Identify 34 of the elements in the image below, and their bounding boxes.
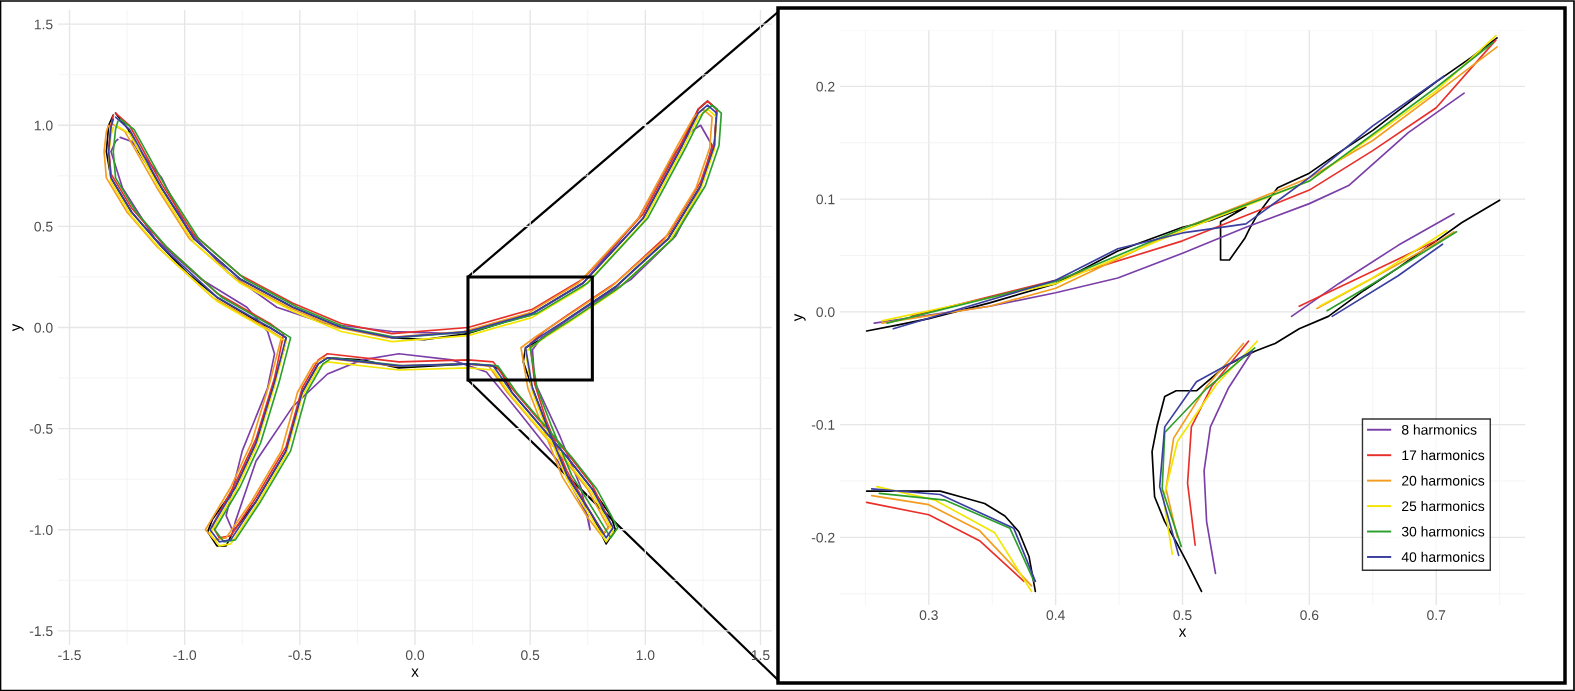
y-axis-title: y [12,323,24,332]
x-tick-label: -1.0 [173,650,197,661]
x-tick-label: 0.6 [1300,610,1319,621]
x-tick-label: 1.0 [636,650,655,661]
x-axis-title: x [411,668,419,677]
y-tick-label: -0.1 [811,419,835,430]
legend-label: 8 harmonics [1401,424,1477,435]
y-tick-label: 0.5 [34,221,53,232]
x-tick-label: 0.5 [1173,610,1192,621]
y-tick-label: -0.2 [811,532,835,543]
legend-label: 30 harmonics [1401,526,1485,537]
x-tick-label: 1.5 [751,650,770,661]
legend-label: 25 harmonics [1402,500,1485,512]
y-tick-label: -1.0 [29,525,53,535]
y-tick-label: 0.2 [816,81,835,92]
y-tick-label: 0.1 [816,194,835,205]
x-tick-label: -0.5 [288,650,312,661]
x-tick-label: 0.5 [521,650,540,661]
x-tick-label: 0.4 [1046,610,1065,621]
y-tick-label: -0.5 [29,423,53,434]
y-axis-title: y [794,313,806,322]
legend-label: 40 harmonics [1401,551,1485,562]
legend-label: 20 harmonics [1402,475,1485,486]
legend-label: 17 harmonics [1402,449,1485,461]
x-tick-label: 0.0 [405,650,425,661]
y-tick-label: 1.0 [34,120,53,131]
y-tick-label: 0.0 [816,307,835,318]
y-tick-label: 0.0 [34,322,53,333]
x-tick-label: 0.7 [1427,610,1446,621]
y-tick-label: -1.5 [29,626,53,637]
x-axis-title: x [1178,628,1187,637]
y-tick-label: 1.5 [34,19,53,30]
x-tick-label: -1.5 [58,650,81,661]
x-tick-label: 0.3 [919,610,938,621]
